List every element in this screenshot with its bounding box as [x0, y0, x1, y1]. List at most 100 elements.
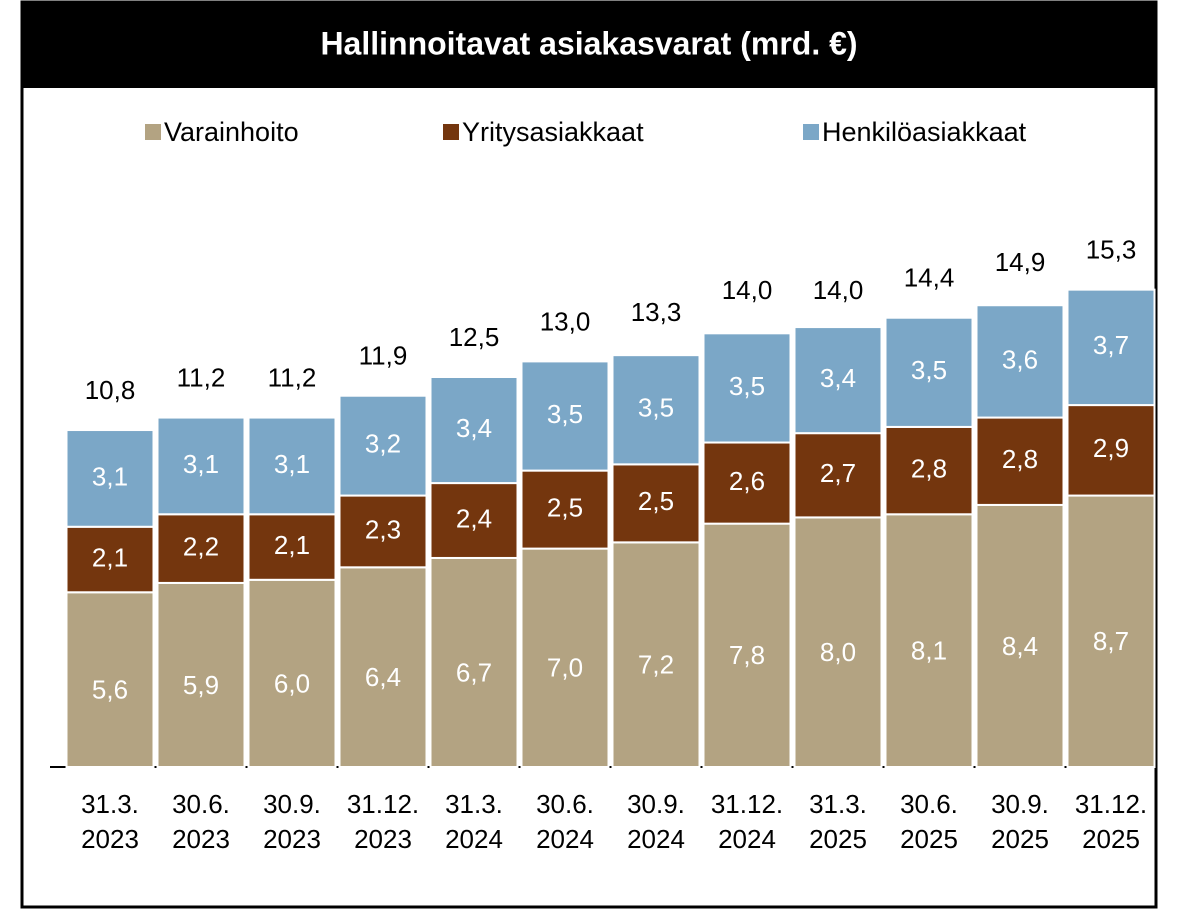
bar-segment	[975, 416, 1065, 506]
bar-segment	[793, 326, 883, 435]
data-label: 3,6	[1002, 344, 1038, 374]
data-label: 8,7	[1093, 626, 1129, 656]
total-label: 12,5	[449, 322, 500, 352]
bar-segment	[156, 581, 246, 768]
data-label: 7,0	[547, 653, 583, 683]
total-label: 14,0	[722, 275, 773, 305]
x-tick-label: 30.6. 2024	[536, 789, 594, 854]
data-label: 6,7	[456, 657, 492, 687]
data-label: 3,1	[92, 461, 128, 491]
data-label: 8,0	[820, 637, 856, 667]
bar-segment	[65, 591, 155, 769]
data-label: 3,5	[911, 355, 947, 385]
bar-segment	[520, 547, 610, 768]
legend-swatch	[145, 124, 161, 140]
total-label: 13,0	[540, 306, 591, 336]
data-label: 3,4	[456, 413, 492, 443]
bar-segment	[1066, 404, 1156, 497]
x-tick-line: 30.6.	[172, 789, 230, 819]
bar-segment	[156, 416, 246, 516]
bar-segment	[884, 513, 974, 769]
x-tick-line: 31.12.	[711, 789, 783, 819]
x-tick-line: 30.6.	[900, 789, 958, 819]
data-label: 2,9	[1093, 433, 1129, 463]
x-tick-line: 2024	[627, 824, 685, 854]
data-label: 2,1	[92, 542, 128, 572]
x-tick-line: 2023	[81, 824, 139, 854]
x-tick-line: 2023	[354, 824, 412, 854]
bar-segment	[429, 482, 519, 559]
data-label: 2,7	[820, 458, 856, 488]
total-label: 14,0	[813, 275, 864, 305]
x-tick-line: 2024	[445, 824, 503, 854]
x-tick-label: 31.12. 2024	[711, 789, 783, 854]
x-tick-line: 31.12.	[347, 789, 419, 819]
x-tick-line: 31.3.	[809, 789, 867, 819]
data-label: 3,5	[638, 393, 674, 423]
bar-segment	[975, 304, 1065, 419]
bar-segment	[520, 469, 610, 550]
bar-segment	[65, 429, 155, 528]
legend-label: Varainhoito	[164, 117, 299, 147]
data-label: 3,2	[365, 429, 401, 459]
data-label: 5,9	[183, 670, 219, 700]
legend-label: Henkilöasiakkaat	[822, 117, 1027, 147]
bar-segment	[975, 503, 1065, 768]
data-label: 8,1	[911, 636, 947, 666]
bar-segment	[429, 376, 519, 485]
x-tick-line: 2025	[991, 824, 1049, 854]
data-label: 2,8	[911, 453, 947, 483]
bar-segment	[338, 394, 428, 497]
bar-segment	[611, 463, 701, 544]
bar-segment	[247, 513, 337, 581]
x-tick-line: 2023	[172, 824, 230, 854]
total-label: 14,4	[904, 263, 955, 293]
legend-swatch	[803, 124, 819, 140]
x-tick-line: 31.3.	[445, 789, 503, 819]
data-label: 2,1	[274, 530, 310, 560]
x-tick-line: 2025	[1082, 824, 1140, 854]
x-tick-line: 30.9.	[627, 789, 685, 819]
bar-segment	[156, 513, 246, 584]
x-tick-label: 30.6. 2023	[172, 789, 230, 854]
bar-segment	[247, 578, 337, 768]
data-label: 3,1	[183, 449, 219, 479]
total-label: 10,8	[85, 375, 136, 405]
data-label: 2,2	[183, 531, 219, 561]
x-tick-line: 2025	[809, 824, 867, 854]
data-label: 7,2	[638, 650, 674, 680]
data-label: 6,4	[365, 662, 401, 692]
data-label: 3,5	[547, 399, 583, 429]
data-label: 2,3	[365, 514, 401, 544]
x-tick-label: 30.9. 2024	[627, 789, 685, 854]
x-tick-line: 31.3.	[81, 789, 139, 819]
x-tick-label: 31.12. 2023	[347, 789, 419, 854]
x-tick-label: 31.12. 2025	[1075, 789, 1147, 854]
data-label: 3,4	[820, 363, 856, 393]
x-tick-label: 30.6. 2025	[900, 789, 958, 854]
x-tick-line: 2024	[536, 824, 594, 854]
data-label: 7,8	[729, 640, 765, 670]
bar-segment	[884, 316, 974, 428]
bar-segment	[338, 494, 428, 569]
total-label: 11,2	[268, 362, 317, 392]
data-label: 8,4	[1002, 631, 1038, 661]
x-tick-line: 30.6.	[536, 789, 594, 819]
bar-segment	[429, 556, 519, 769]
x-tick-line: 2025	[900, 824, 958, 854]
x-tick-label: 30.9. 2023	[263, 789, 321, 854]
bar-segment	[247, 416, 337, 516]
bar-segment	[338, 566, 428, 768]
x-tick-line: 31.12.	[1075, 789, 1147, 819]
legend-swatch	[443, 124, 459, 140]
bar-segment	[611, 354, 701, 466]
legend-label: Yritysasiakkaat	[462, 117, 644, 147]
bar-segment	[611, 541, 701, 768]
data-label: 2,4	[456, 503, 492, 533]
data-label: 2,8	[1002, 444, 1038, 474]
total-label: 11,2	[177, 362, 226, 392]
bar-segment	[1066, 288, 1156, 407]
total-label: 11,9	[359, 341, 408, 371]
data-label: 6,0	[274, 668, 310, 698]
